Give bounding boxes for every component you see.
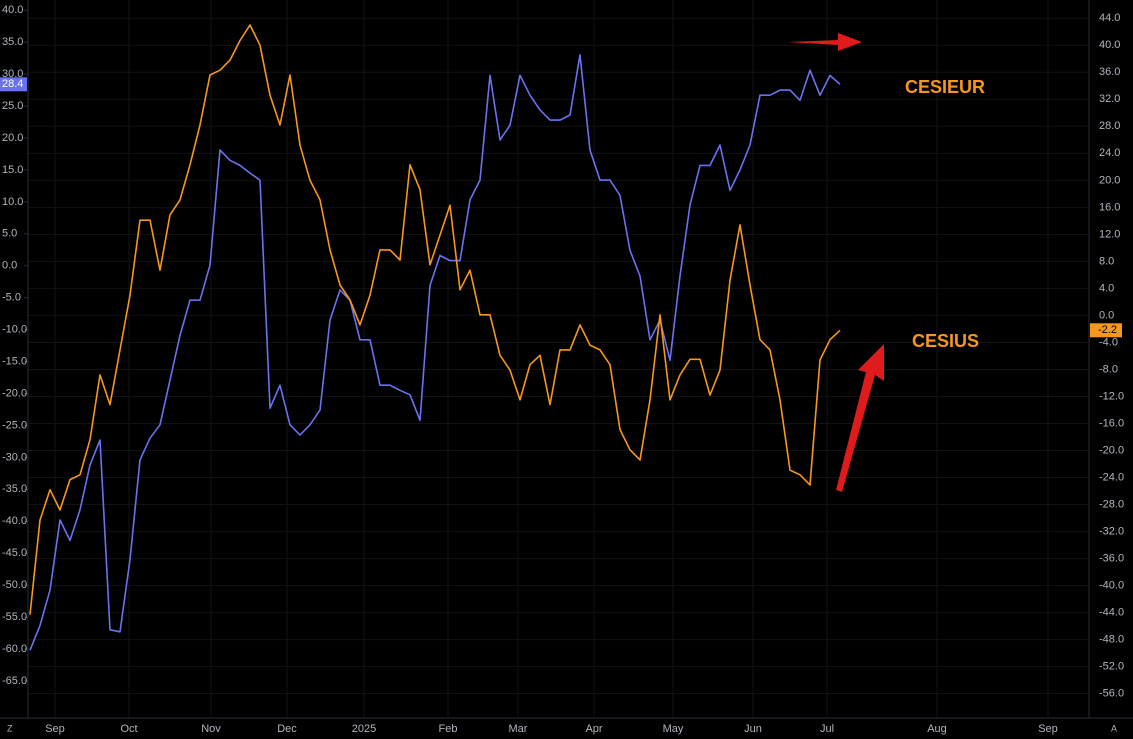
y2-tick-label: 4.0: [1099, 282, 1114, 294]
y-tick-label: 10.0: [2, 196, 23, 208]
y-tick-label: 0.0: [2, 260, 17, 272]
y-tick-label: -25.0: [2, 419, 27, 431]
x-tick-label: Mar: [509, 723, 528, 735]
y2-tick-label: 0.0: [1099, 309, 1114, 321]
arrow: [788, 33, 884, 492]
y-tick-label: -10.0: [2, 324, 27, 336]
y2-tick-label: -16.0: [1099, 417, 1124, 429]
y-tick-label: -65.0: [2, 675, 27, 687]
y2-tick-label: 24.0: [1099, 147, 1120, 159]
x-tick-label: 2025: [352, 723, 376, 735]
y2-tick-label: 44.0: [1099, 12, 1120, 24]
x-tick-label: Dec: [277, 723, 297, 735]
price-label: 28.4: [2, 78, 23, 90]
series-line: [29, 24, 841, 615]
y2-tick-label: -40.0: [1099, 580, 1124, 592]
series-line: [29, 54, 841, 651]
scale-button[interactable]: A: [1111, 723, 1117, 733]
y2-tick-label: -8.0: [1099, 363, 1118, 375]
price-label: -2.2: [1098, 324, 1117, 336]
annotation: CESIUS: [912, 331, 979, 351]
y2-tick-label: -32.0: [1099, 525, 1124, 537]
y2-tick-label: 32.0: [1099, 93, 1120, 105]
y2-tick-label: -20.0: [1099, 444, 1124, 456]
y2-tick-label: -48.0: [1099, 634, 1124, 646]
arrow-horizontal: [788, 33, 862, 51]
y2-tick-label: -12.0: [1099, 390, 1124, 402]
y-tick-label: -35.0: [2, 483, 27, 495]
x-tick-label: Apr: [585, 723, 602, 735]
y2-tick-label: -36.0: [1099, 553, 1124, 565]
grid: [24, 0, 1088, 718]
y2-tick-label: -44.0: [1099, 607, 1124, 619]
y-tick-label: -55.0: [2, 611, 27, 623]
y2-tick-label: -4.0: [1099, 336, 1118, 348]
y-tick-label: 35.0: [2, 36, 23, 48]
y-tick-label: 15.0: [2, 164, 23, 176]
y-tick-label: 5.0: [2, 228, 17, 240]
y2-tick-label: 36.0: [1099, 66, 1120, 78]
y-tick-label: 25.0: [2, 100, 23, 112]
scale-button[interactable]: Z: [7, 723, 13, 733]
y-tick-label: -5.0: [2, 292, 21, 304]
price-label-box: [0, 77, 27, 92]
x-tick-label: Sep: [1038, 723, 1058, 735]
y2-tick-label: 16.0: [1099, 201, 1120, 213]
price-label-box: [1090, 323, 1122, 338]
x-tick-label: Nov: [201, 723, 221, 735]
y-tick-label: 20.0: [2, 132, 23, 144]
y2-tick-label: 20.0: [1099, 174, 1120, 186]
y-tick-label: -60.0: [2, 643, 27, 655]
y2-tick-label: -24.0: [1099, 471, 1124, 483]
y-tick-label: 40.0: [2, 4, 23, 16]
x-tick-label: Jul: [820, 723, 834, 735]
y2-tick-label: -56.0: [1099, 688, 1124, 700]
x-tick-label: Jun: [744, 723, 762, 735]
x-tick-label: May: [663, 723, 684, 735]
y2-tick-label: 8.0: [1099, 255, 1114, 267]
y-tick-label: 30.0: [2, 68, 23, 80]
y-tick-label: -45.0: [2, 547, 27, 559]
y-tick-label: -50.0: [2, 579, 27, 591]
annotation: CESIEUR: [905, 77, 985, 97]
x-tick-label: Sep: [45, 723, 65, 735]
y2-tick-label: 28.0: [1099, 120, 1120, 132]
x-tick-label: Feb: [439, 723, 458, 735]
plot-area: [29, 24, 841, 651]
arrow-diagonal: [836, 344, 884, 492]
y2-tick-label: -28.0: [1099, 498, 1124, 510]
x-tick-label: Aug: [927, 723, 947, 735]
y2-tick-label: 40.0: [1099, 39, 1120, 51]
y2-tick-label: -52.0: [1099, 661, 1124, 673]
y2-tick-label: 12.0: [1099, 228, 1120, 240]
y-tick-label: -20.0: [2, 387, 27, 399]
y-tick-label: -30.0: [2, 451, 27, 463]
y-tick-label: -15.0: [2, 355, 27, 367]
x-tick-label: Oct: [120, 723, 137, 735]
y-tick-label: -40.0: [2, 515, 27, 527]
